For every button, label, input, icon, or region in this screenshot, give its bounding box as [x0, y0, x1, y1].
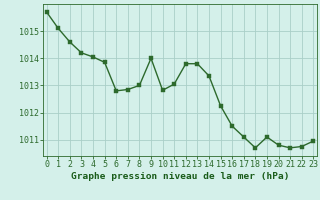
X-axis label: Graphe pression niveau de la mer (hPa): Graphe pression niveau de la mer (hPa) [71, 172, 289, 181]
